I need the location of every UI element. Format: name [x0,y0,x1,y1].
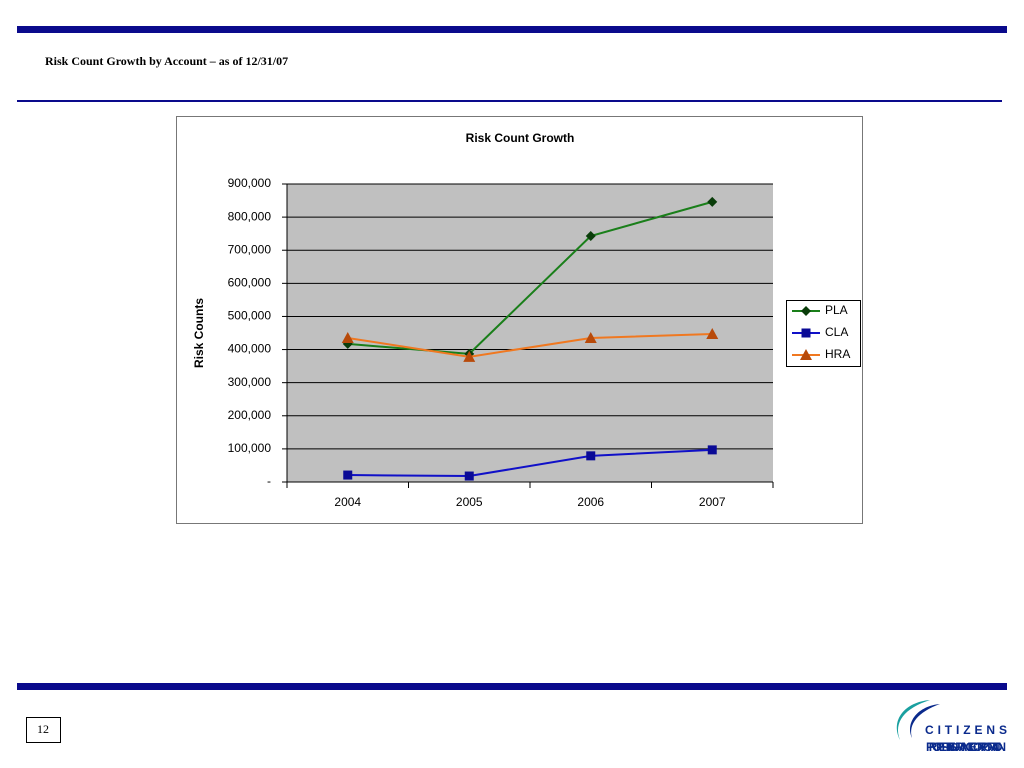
page-number-box [26,717,61,743]
y-tick-label: 500,000 [228,309,272,323]
page-number: 12 [37,722,49,736]
bottom-bar [17,683,1007,690]
marker [586,451,596,461]
marker [584,331,597,343]
marker [706,327,719,339]
marker [707,196,718,207]
y-tick-label: - [267,474,271,488]
marker [585,230,596,241]
logo-name: CITIZENS [925,723,1007,737]
legend-marker [801,306,811,316]
logo-tagline: PROPERTY INSURANCE CORPORATION [926,740,1006,754]
marker [463,350,476,362]
y-tick-label: 400,000 [228,342,272,356]
chart-title: Risk Count Growth [466,131,575,145]
logo-swoosh [896,700,930,740]
top-bar [17,26,1007,33]
x-tick-label: 2006 [577,495,604,509]
y-tick-label: 700,000 [228,242,272,256]
title-rule [17,100,1002,102]
y-tick-label: 100,000 [228,441,272,455]
marker [464,471,474,481]
y-tick-label: 300,000 [228,375,272,389]
slide-title: Risk Count Growth by Account – as of 12/… [45,54,288,68]
legend-label: HRA [825,347,850,361]
series-line [347,332,713,358]
y-axis-label: Risk Counts [192,298,206,368]
logo-swoosh [910,704,940,738]
x-tick-label: 2004 [334,495,361,509]
y-tick-label: 900,000 [228,176,272,190]
y-tick-label: 200,000 [228,408,272,422]
x-tick-label: 2005 [456,495,483,509]
series-line [347,200,713,355]
legend-marker [800,349,812,360]
legend-label: PLA [825,303,848,317]
legend-label: CLA [825,325,848,339]
series-line [347,448,713,478]
plot-area [287,184,773,482]
marker [707,445,717,455]
marker [343,470,353,480]
y-tick-label: 800,000 [228,209,272,223]
y-tick-label: 600,000 [228,276,272,290]
x-tick-label: 2007 [699,495,726,509]
marker [341,331,354,343]
legend-marker [801,328,811,338]
